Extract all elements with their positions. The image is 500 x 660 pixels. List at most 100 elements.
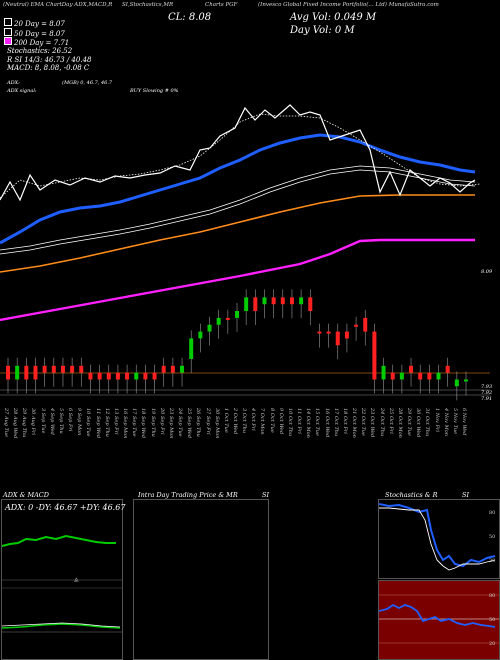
- date-axis: 27 Aug Tue 28 Aug Wed 29 Aug Thu 30 Aug Fri…: [3, 408, 467, 439]
- legend-adx-vals: (MGB) 0, 46.7, 46.7: [62, 80, 113, 86]
- candle-body: [51, 365, 56, 373]
- candle-body: [354, 324, 359, 327]
- intra-panel: [133, 499, 269, 660]
- close-price: CL: 8.08: [168, 12, 212, 23]
- date-label: 10 Oct Thu: [286, 408, 293, 437]
- date-label: 27 Aug Tue: [3, 408, 9, 438]
- candle-body: [399, 372, 404, 380]
- candle-body: [161, 365, 166, 373]
- legend-ema20-text: 20 Day = 8.07: [14, 20, 65, 28]
- date-label: 6 Nov Wed: [461, 408, 467, 436]
- legend-ema20-swatch: [4, 18, 12, 26]
- header-left: (Neutral) EMA ChartDay ADX,MACD,R: [3, 2, 113, 8]
- candle-body: [70, 365, 75, 373]
- rsi-svg: 80 50 20: [379, 593, 499, 647]
- date-label: 16 Oct Wed: [323, 408, 330, 438]
- date-label: 7 Oct Mon: [259, 408, 266, 435]
- candle-body: [308, 297, 313, 312]
- date-label: 30 Oct Wed: [415, 408, 422, 438]
- candle-body: [427, 372, 432, 380]
- date-label: 4 Oct Fri: [250, 408, 257, 431]
- macd-signal-line: [2, 622, 121, 628]
- candle-body: [436, 372, 441, 380]
- legend-adx: ADX:: [7, 80, 20, 86]
- date-label: 13 Sep Fri: [112, 408, 119, 435]
- date-label: 29 Aug Thu: [21, 408, 28, 438]
- adx-line: [2, 534, 116, 547]
- date-label: 24 Oct Thu: [378, 408, 385, 437]
- date-label: 28 Oct Mon: [396, 408, 403, 438]
- candle-body: [372, 331, 377, 380]
- date-label: 28 Aug Wed: [12, 408, 19, 439]
- date-label: 6 Sep Fri: [67, 408, 74, 432]
- candle-body: [280, 297, 285, 305]
- date-label: 3 Sep Tue: [39, 408, 46, 434]
- date-label: 4 Nov Mon: [442, 408, 449, 436]
- candle-body: [15, 365, 20, 380]
- date-label: 3 Oct Thu: [241, 408, 248, 434]
- date-label: 1 Nov Fri: [433, 408, 440, 433]
- date-label: 9 Oct Wed: [277, 408, 284, 435]
- price-axis-label-1: 7.93: [481, 384, 493, 390]
- date-label: 23 Sep Mon: [167, 408, 174, 439]
- price-axis-label-3: 7.91: [481, 396, 493, 402]
- candle-body: [244, 297, 249, 312]
- date-label: 11 Oct Fri: [296, 408, 303, 434]
- date-label: 26 Sep Thu: [195, 408, 202, 437]
- candle-body: [170, 365, 175, 373]
- date-label: 15 Oct Tue: [314, 408, 321, 436]
- candle-body: [79, 365, 84, 373]
- date-label: 31 Oct Thu: [424, 408, 431, 437]
- adx-panel-title: ADX & MACD: [3, 491, 49, 499]
- date-label: 5 Sep Thu: [57, 408, 64, 434]
- date-label: 11 Sep Wed: [94, 408, 101, 439]
- macd-line: [2, 623, 121, 629]
- adx-cross-marker: ⩓: [74, 575, 79, 584]
- legend-ema20: 20 Day = 8.07: [4, 18, 65, 28]
- date-label: 1 Oct Tue: [222, 408, 229, 433]
- date-label: 14 Oct Mon: [305, 408, 312, 438]
- candle-body: [106, 372, 111, 380]
- legend-ema200: 200 Day = 7.71: [4, 37, 69, 47]
- header-mid: SI,Stochastics,MR: [122, 2, 174, 8]
- candle-body: [198, 331, 203, 339]
- stoch-panel-title: Stochastics & R: [385, 491, 438, 499]
- avg-volume: Avg Vol: 0.049 M: [290, 12, 377, 23]
- date-label: 20 Sep Fri: [158, 408, 165, 435]
- legend-ema50-text: 50 Day = 8.07: [14, 30, 65, 38]
- rsi-tick-80: 80: [489, 593, 495, 599]
- candle-body: [216, 317, 221, 325]
- date-label: 2 Oct Wed: [232, 408, 238, 435]
- candle-body: [42, 365, 47, 373]
- candle-body: [125, 372, 130, 380]
- date-label: 19 Sep Thu: [149, 408, 156, 437]
- date-label: 30 Aug Fri: [30, 408, 37, 436]
- header-chart-for: Charts PGF: [205, 2, 238, 8]
- legend-macd: MACD: 8, 8.08, -0.08 C: [7, 64, 90, 72]
- price-axis-label-0: 8.09: [481, 269, 493, 275]
- candle-body: [390, 372, 395, 380]
- date-label: 9 Sep Mon: [76, 408, 83, 436]
- date-label: 24 Sep Tue: [177, 408, 184, 437]
- candle-body: [143, 372, 148, 380]
- candle-body: [317, 331, 322, 334]
- date-label: 16 Sep Mon: [122, 408, 129, 439]
- legend-ema200-swatch: [4, 37, 12, 45]
- date-label: 12 Sep Thu: [103, 408, 110, 437]
- ema-blue-line: [0, 133, 476, 245]
- price-dotted-line: [0, 113, 481, 199]
- date-label: 27 Sep Fri: [204, 408, 211, 435]
- adx-values-text: ADX: 0 -DY: 46.67 +DY: 46.67: [5, 503, 126, 512]
- adx-panel: ADX: 0 -DY: 46.67 +DY: 46.67 ⩓: [1, 499, 126, 660]
- candles-group: [6, 289, 468, 401]
- candle-body: [445, 365, 450, 373]
- legend-ema50-swatch: [4, 28, 12, 36]
- date-label: 21 Oct Mon: [351, 408, 358, 438]
- candle-body: [418, 372, 423, 380]
- price-axis-label-2: 7.92: [481, 390, 493, 396]
- stoch-tick-80: 80: [489, 510, 495, 516]
- date-label: 29 Oct Tue: [406, 408, 413, 436]
- stoch-panel-si: SI: [462, 491, 470, 499]
- main-chart: [0, 104, 490, 401]
- date-label: 8 Oct Tue: [268, 408, 275, 433]
